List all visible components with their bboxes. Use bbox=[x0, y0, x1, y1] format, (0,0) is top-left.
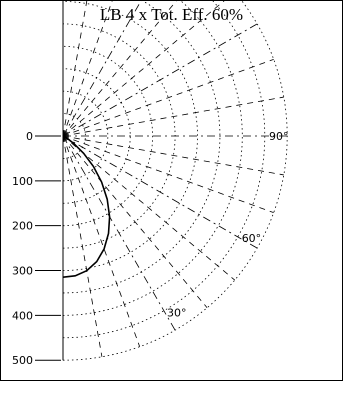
radial-ticks: 0 100 200 300 400 500 bbox=[12, 130, 61, 367]
grid-arc bbox=[62, 0, 243, 316]
grid-arc bbox=[62, 68, 131, 204]
grid-spoke bbox=[62, 135, 208, 309]
grid-spoke bbox=[62, 135, 236, 281]
grid-arc bbox=[62, 0, 288, 361]
grid-spoke bbox=[62, 23, 258, 137]
grid-spoke bbox=[62, 0, 142, 137]
radial-tick-label: 300 bbox=[12, 265, 33, 278]
polar-grid bbox=[62, 0, 288, 361]
grid-spoke bbox=[62, 0, 178, 137]
grid-spoke bbox=[62, 0, 88, 137]
radial-tick-label: 500 bbox=[12, 354, 33, 367]
grid-arc bbox=[62, 113, 86, 159]
series-layer bbox=[62, 135, 111, 278]
angle-labels: 30° 60° 90° bbox=[167, 130, 289, 320]
chart-frame: LB 4 x Tot. Eff. 60% bbox=[0, 0, 343, 381]
radial-tick-label: 0 bbox=[26, 130, 33, 143]
grid-spoke bbox=[62, 135, 103, 357]
grid-arc bbox=[62, 45, 154, 227]
radial-tick-label: 200 bbox=[12, 220, 33, 233]
grid-spoke bbox=[62, 135, 284, 176]
intensity-curve bbox=[62, 135, 111, 278]
grid-spoke bbox=[62, 135, 176, 331]
grid-spoke bbox=[62, 0, 226, 137]
grid-spoke bbox=[62, 135, 258, 249]
grid-spoke bbox=[62, 58, 274, 137]
angle-label: 90° bbox=[269, 130, 289, 143]
grid-arc bbox=[62, 1, 198, 271]
grid-spoke bbox=[62, 135, 274, 214]
radial-tick-label: 100 bbox=[12, 175, 33, 188]
angle-label: 30° bbox=[167, 307, 187, 320]
grid-spoke bbox=[62, 0, 113, 137]
grid-arc bbox=[62, 0, 221, 294]
grid-spoke bbox=[62, 96, 284, 137]
angle-label: 60° bbox=[242, 232, 262, 245]
grid-arc bbox=[62, 0, 266, 339]
grid-spoke bbox=[62, 135, 141, 347]
radial-tick-label: 400 bbox=[12, 309, 33, 322]
